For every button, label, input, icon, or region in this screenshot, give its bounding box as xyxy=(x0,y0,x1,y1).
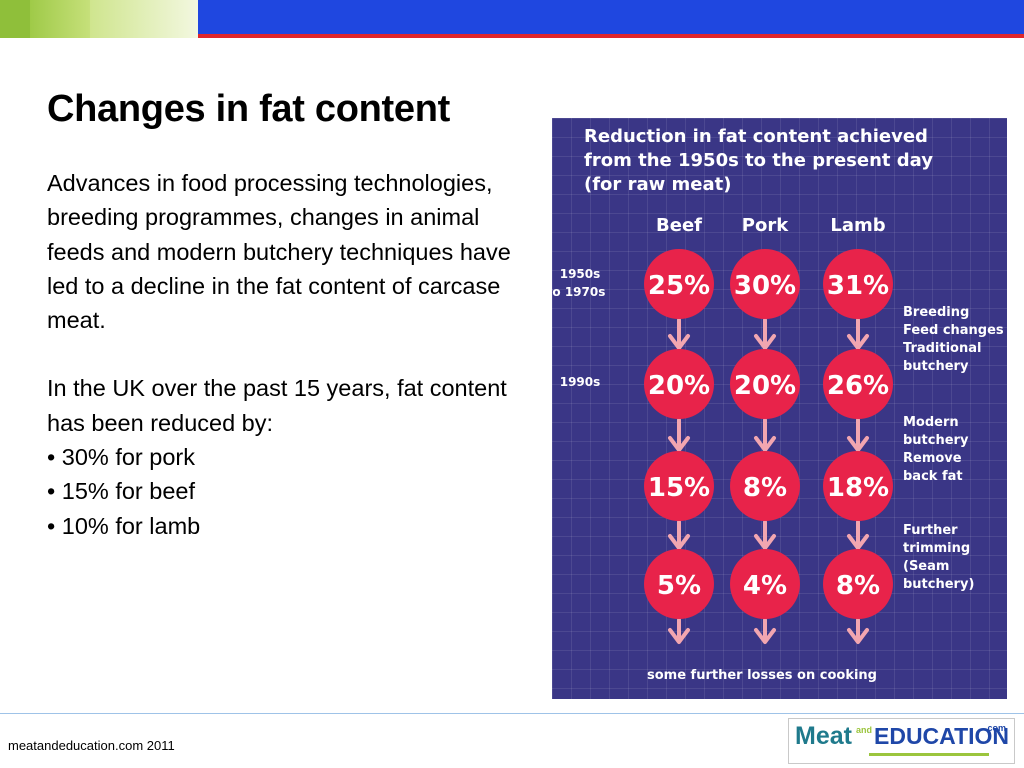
fat-value-label: 20% xyxy=(734,371,796,401)
side-note-line: Modern xyxy=(903,415,959,430)
column-header-beef: Beef xyxy=(656,215,702,236)
fat-value-label: 25% xyxy=(648,271,710,301)
banner-red-stripe xyxy=(198,34,1024,38)
fat-value-label: 26% xyxy=(827,371,889,401)
down-arrow-head xyxy=(847,436,869,452)
side-note-line: butchery xyxy=(903,359,969,374)
bullet-lamb: • 10% for lamb xyxy=(47,512,201,539)
cooking-losses-note: some further losses on cooking xyxy=(647,668,877,683)
fat-value-label: 18% xyxy=(827,473,889,503)
side-note-line: butchery) xyxy=(903,577,974,592)
infographic-title-line: from the 1950s to the present day xyxy=(584,150,933,171)
banner-green-block xyxy=(0,0,30,38)
fat-value-label: 5% xyxy=(657,571,701,601)
logo-and-text: and xyxy=(856,725,873,735)
side-note-line: butchery xyxy=(903,433,969,448)
fat-value-label: 4% xyxy=(743,571,787,601)
period-label-1950s: 1950s xyxy=(560,267,601,281)
column-header-pork: Pork xyxy=(742,215,789,236)
side-note-line: Feed changes xyxy=(903,323,1004,338)
fat-value-circle xyxy=(644,349,714,419)
infographic-title-line: (for raw meat) xyxy=(584,174,731,195)
footer-credit: meatandeducation.com 2011 xyxy=(8,738,175,753)
side-note-line: back fat xyxy=(903,469,963,484)
top-banner xyxy=(0,0,1024,38)
paragraph-advances: Advances in food processing technologies… xyxy=(47,170,511,334)
paragraph-uk: In the UK over the past 15 years, fat co… xyxy=(47,375,507,436)
fat-value-label: 15% xyxy=(648,473,710,503)
banner-green-gradient xyxy=(30,0,90,38)
fat-value-circle xyxy=(823,549,893,619)
fat-value-label: 30% xyxy=(734,271,796,301)
footer-divider xyxy=(0,713,1024,714)
down-arrow-head xyxy=(754,436,776,452)
period-label-1990s: 1990s xyxy=(560,375,601,389)
down-arrow-head xyxy=(668,436,690,452)
fat-value-circle xyxy=(730,249,800,319)
slide-title: Changes in fat content xyxy=(47,88,450,130)
bullet-pork: • 30% for pork xyxy=(47,444,195,471)
fat-value-label: 8% xyxy=(836,571,880,601)
fat-value-label: 8% xyxy=(743,473,787,503)
infographic-drawing: Reduction in fat content achieved from th… xyxy=(552,126,1004,683)
fat-value-circle xyxy=(823,349,893,419)
fat-value-label: 31% xyxy=(827,271,889,301)
fat-value-circle xyxy=(823,451,893,521)
paragraph-spacer xyxy=(47,337,527,371)
slide-body: Advances in food processing technologies… xyxy=(47,166,527,543)
down-arrow-head xyxy=(754,628,776,644)
down-arrow-head xyxy=(668,628,690,644)
down-arrow-head xyxy=(847,334,869,350)
down-arrow-head xyxy=(847,534,869,550)
fat-value-circle xyxy=(730,349,800,419)
fat-value-circle xyxy=(823,249,893,319)
bullet-beef: • 15% for beef xyxy=(47,478,196,505)
side-note-line: Further xyxy=(903,523,958,538)
logo-education-text: EDUCATION xyxy=(874,723,1010,749)
fat-value-circle xyxy=(644,549,714,619)
logo-meat-text: Meat xyxy=(795,722,852,750)
column-header-lamb: Lamb xyxy=(830,215,885,236)
fat-reduction-infographic: Reduction in fat content achieved from th… xyxy=(552,118,1007,699)
down-arrow-head xyxy=(754,534,776,550)
side-note-line: Breeding xyxy=(903,305,969,320)
fat-value-circle xyxy=(644,249,714,319)
side-note-line: trimming xyxy=(903,541,970,556)
fat-value-circle xyxy=(644,451,714,521)
fat-value-circle xyxy=(730,451,800,521)
meat-and-education-logo[interactable]: Meat and EDUCATION .com xyxy=(788,718,1015,764)
side-note-line: Traditional xyxy=(903,341,981,356)
side-note-line: (Seam xyxy=(903,559,949,574)
fat-value-label: 20% xyxy=(648,371,710,401)
infographic-title-line: Reduction in fat content achieved xyxy=(584,126,928,147)
side-note-line: Remove xyxy=(903,451,962,466)
down-arrow-head xyxy=(668,534,690,550)
down-arrow-head xyxy=(847,628,869,644)
down-arrow-head xyxy=(668,334,690,350)
period-label-1970s: to 1970s xyxy=(552,285,605,299)
fat-value-circle xyxy=(730,549,800,619)
down-arrow-head xyxy=(754,334,776,350)
logo-com-text: .com xyxy=(985,723,1007,733)
banner-light-green-gradient xyxy=(90,0,198,38)
logo-underline xyxy=(869,753,989,756)
banner-blue-bar xyxy=(198,0,1024,34)
